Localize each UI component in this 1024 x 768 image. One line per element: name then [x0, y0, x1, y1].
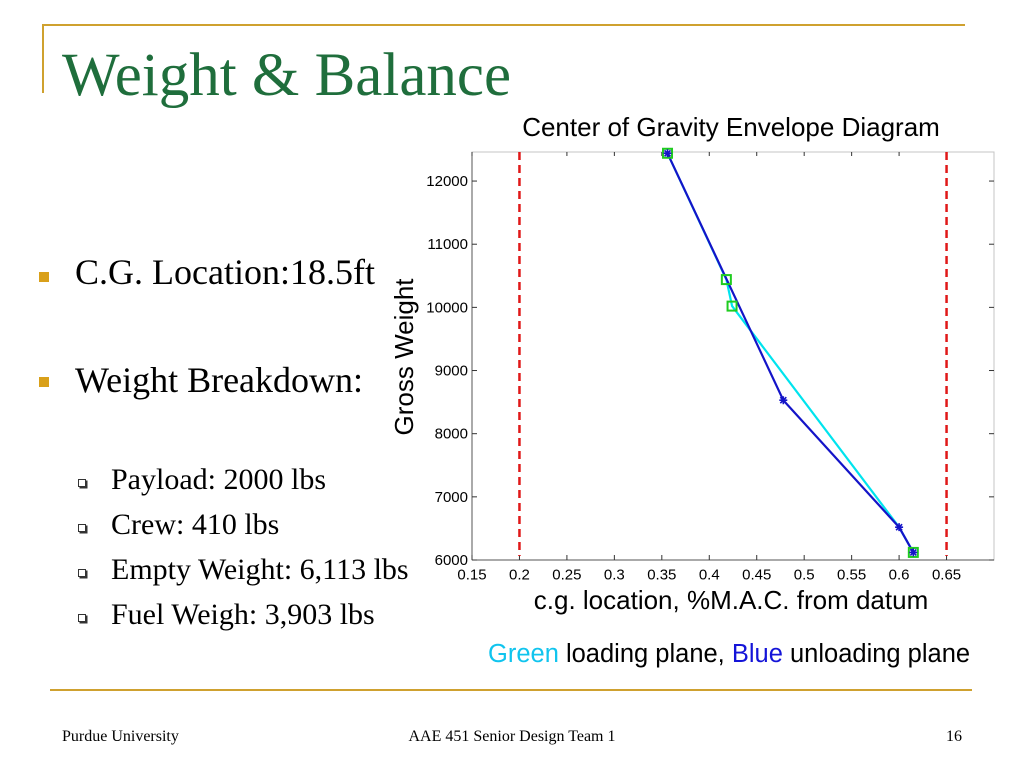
bottom-rule: [50, 689, 972, 691]
caption-unloading-text: unloading plane: [782, 640, 971, 668]
x-tick-label: 0.65: [932, 567, 961, 584]
footer-team: AAE 451 Senior Design Team 1: [408, 728, 616, 745]
caption-loading-text: loading plane,: [558, 640, 732, 668]
chart-plot-area: 0.15 0.2 0.25 0.3 0.35 0.4 0.45 0.5 0.55 0.6 0.65 6…: [426, 147, 995, 584]
footer-organization: Purdue University: [62, 728, 179, 745]
loading-point-square-marker: [726, 300, 738, 312]
left-rule: [42, 24, 44, 93]
sub-bullet-crew: Crew: 410 lbs: [111, 508, 280, 541]
y-tick-label: 8000: [435, 426, 468, 443]
unloading-point-star-marker: [663, 149, 672, 158]
slide-title: Weight & Balance: [62, 42, 512, 109]
y-tick-label: 7000: [435, 489, 468, 506]
sub-bullet-box-icon: [78, 524, 86, 532]
unloading-point-star-marker: [779, 396, 788, 405]
sub-bullet-empty-weight: Empty Weight: 6,113 lbs: [111, 553, 409, 586]
chart-x-axis-label: c.g. location, %M.A.C. from datum: [534, 585, 928, 615]
y-tick-label: 11000: [427, 236, 468, 253]
top-rule: [42, 24, 965, 26]
unloading-point-star-marker: [895, 523, 904, 532]
x-tick-label: 0.35: [647, 567, 676, 584]
loading-point-square-marker: [907, 546, 919, 558]
x-tick-label: 0.6: [889, 567, 910, 584]
x-tick-label: 0.5: [794, 567, 815, 584]
bullet-weight-breakdown: Weight Breakdown:: [75, 360, 364, 400]
y-tick-label: 9000: [435, 363, 468, 380]
loading-point-square-marker: [662, 147, 674, 159]
chart-title: Center of Gravity Envelope Diagram: [522, 112, 940, 142]
x-tick-label: 0.55: [837, 567, 866, 584]
sub-bullet-box-icon: [78, 479, 86, 487]
plot-frame: [471, 151, 995, 561]
x-tick-label: 0.45: [742, 567, 771, 584]
loading-line: [666, 152, 915, 553]
bullet-square-icon: [39, 377, 49, 387]
x-tick-label: 0.15: [457, 567, 486, 584]
chart-caption: Green loading plane, Blue unloading plan…: [488, 640, 970, 668]
chart-y-axis-label: Gross Weight: [389, 278, 419, 436]
x-tick-label: 0.2: [509, 567, 530, 584]
bullet-square-icon: [39, 272, 49, 282]
sub-bullet-fuel-weight: Fuel Weigh: 3,903 lbs: [111, 598, 375, 631]
unloading-line: [666, 152, 915, 553]
sub-bullet-box-icon: [78, 569, 86, 577]
unloading-point-star-marker: [909, 548, 918, 557]
sub-bullet-box-icon: [78, 614, 86, 622]
x-tick-label: 0.25: [552, 567, 581, 584]
x-tick-label: 0.3: [604, 567, 625, 584]
bullet-cg-location: C.G. Location:18.5ft: [75, 252, 375, 292]
caption-green-word: Green: [488, 640, 559, 668]
sub-bullet-payload: Payload: 2000 lbs: [111, 463, 326, 496]
loading-point-square-marker: [720, 274, 732, 286]
x-tick-label: 0.4: [699, 567, 720, 584]
y-tick-label: 10000: [426, 299, 468, 316]
footer-page-number: 16: [946, 728, 962, 745]
y-tick-label: 12000: [426, 173, 468, 190]
caption-blue-word: Blue: [731, 640, 783, 668]
y-tick-label: 6000: [435, 552, 468, 569]
